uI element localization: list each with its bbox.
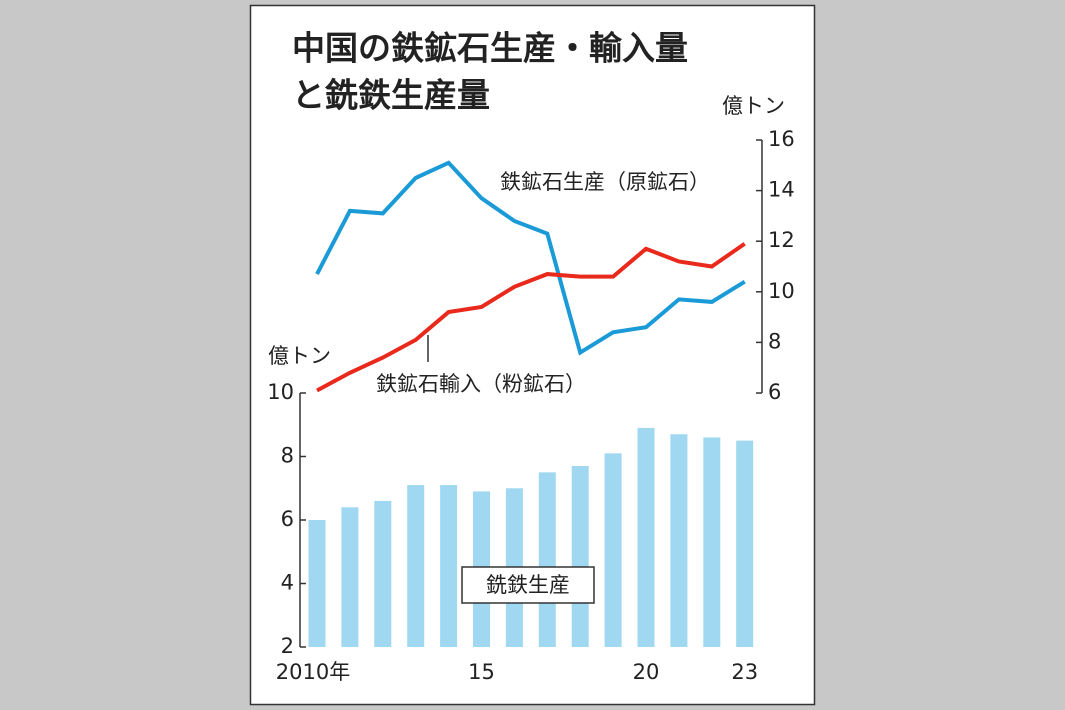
bar [374, 500, 392, 647]
y-tick-label: 16 [768, 127, 795, 151]
x-tick-label: 23 [731, 660, 758, 684]
bar [440, 485, 458, 647]
y-tick-label: 10 [768, 279, 795, 303]
label-box [461, 566, 595, 604]
y-tick-label: 10 [267, 380, 294, 404]
bar [736, 440, 754, 647]
series-label: 鉄鉱石生産（原鉱石） [500, 170, 710, 194]
chart-title: と銑鉄生産量 [292, 76, 490, 115]
bar [637, 427, 655, 647]
y-tick-label: 6 [281, 507, 294, 531]
bar [670, 434, 688, 647]
x-tick-label: 15 [468, 660, 495, 684]
bar [308, 520, 326, 647]
line [315, 160, 746, 356]
y-tick-label: 2 [281, 634, 294, 658]
x-tick-label: 2010年 [276, 660, 350, 684]
bar [604, 453, 622, 647]
y-tick-label: 6 [768, 380, 781, 404]
bar [571, 466, 589, 647]
line [316, 242, 746, 393]
y-tick-label: 4 [281, 571, 294, 595]
y-tick-label: 12 [768, 228, 795, 252]
x-tick-label: 20 [633, 660, 660, 684]
y-axis-label: 億トン [722, 94, 785, 118]
chart-title: 中国の鉄鉱石生産・輸入量 [292, 29, 688, 68]
bar [538, 472, 556, 647]
bar [703, 437, 721, 647]
bar [341, 507, 359, 647]
bar-label: 銑鉄生産 [486, 573, 570, 597]
series-label: 鉄鉱石輸入（粉鉱石） [376, 372, 586, 396]
y-axis-label: 億トン [268, 344, 331, 368]
y-tick-label: 8 [768, 329, 781, 353]
bar [407, 485, 425, 647]
y-tick-label: 8 [281, 444, 294, 468]
y-tick-label: 14 [768, 178, 795, 202]
